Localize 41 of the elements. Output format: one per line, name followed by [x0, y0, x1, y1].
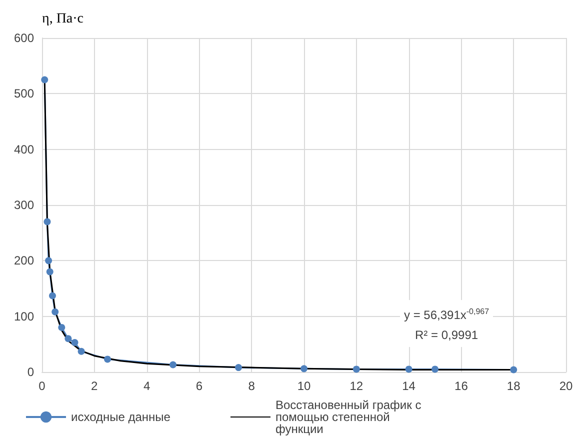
- x-tick-label: 6: [196, 379, 203, 393]
- point: [432, 366, 438, 373]
- y-tick-label: 100: [14, 309, 34, 324]
- point: [352, 366, 360, 373]
- x-tick-label: 2: [91, 379, 98, 393]
- y-tick-label: 400: [14, 142, 34, 156]
- point: [46, 268, 54, 276]
- y-tick-label: 500: [14, 86, 34, 101]
- x-tick-label: 18: [506, 379, 521, 393]
- x-tick-label: 12: [350, 379, 364, 393]
- x-tick-label: 10: [297, 379, 311, 393]
- x-tick-label: 14: [402, 379, 416, 393]
- y-tick-label: 200: [14, 254, 34, 268]
- point: [52, 308, 59, 316]
- legend-label: Восстановенный график с помощью степенной функции: [275, 398, 425, 436]
- point: [104, 356, 111, 363]
- point: [64, 335, 72, 342]
- point: [405, 366, 412, 373]
- x-tick-label: 4: [143, 379, 150, 393]
- point: [71, 339, 78, 346]
- point: [300, 365, 308, 372]
- y-tick-label: 600: [14, 31, 34, 45]
- point: [170, 361, 176, 368]
- point: [44, 218, 51, 226]
- x-tick-label: 16: [454, 379, 468, 393]
- x-tick-label: 0: [38, 379, 46, 393]
- point: [41, 76, 48, 84]
- y-axis-title: η, Па·с: [42, 12, 84, 26]
- point: [58, 324, 66, 331]
- point: [48, 292, 56, 300]
- x-tick-label: 8: [248, 379, 256, 393]
- annotation: y = 56,391x$^{-0,967}$: [404, 306, 490, 324]
- point: [45, 257, 52, 264]
- point: [235, 364, 242, 372]
- point: [78, 348, 85, 355]
- annotation: R² = 0,9991: [414, 327, 480, 344]
- y-tick-label: 0: [27, 365, 34, 379]
- point: [510, 366, 518, 374]
- x-tick-label: 20: [559, 379, 573, 393]
- legend-label: исходные данные: [71, 410, 171, 424]
- y-tick-label: 300: [14, 198, 34, 212]
